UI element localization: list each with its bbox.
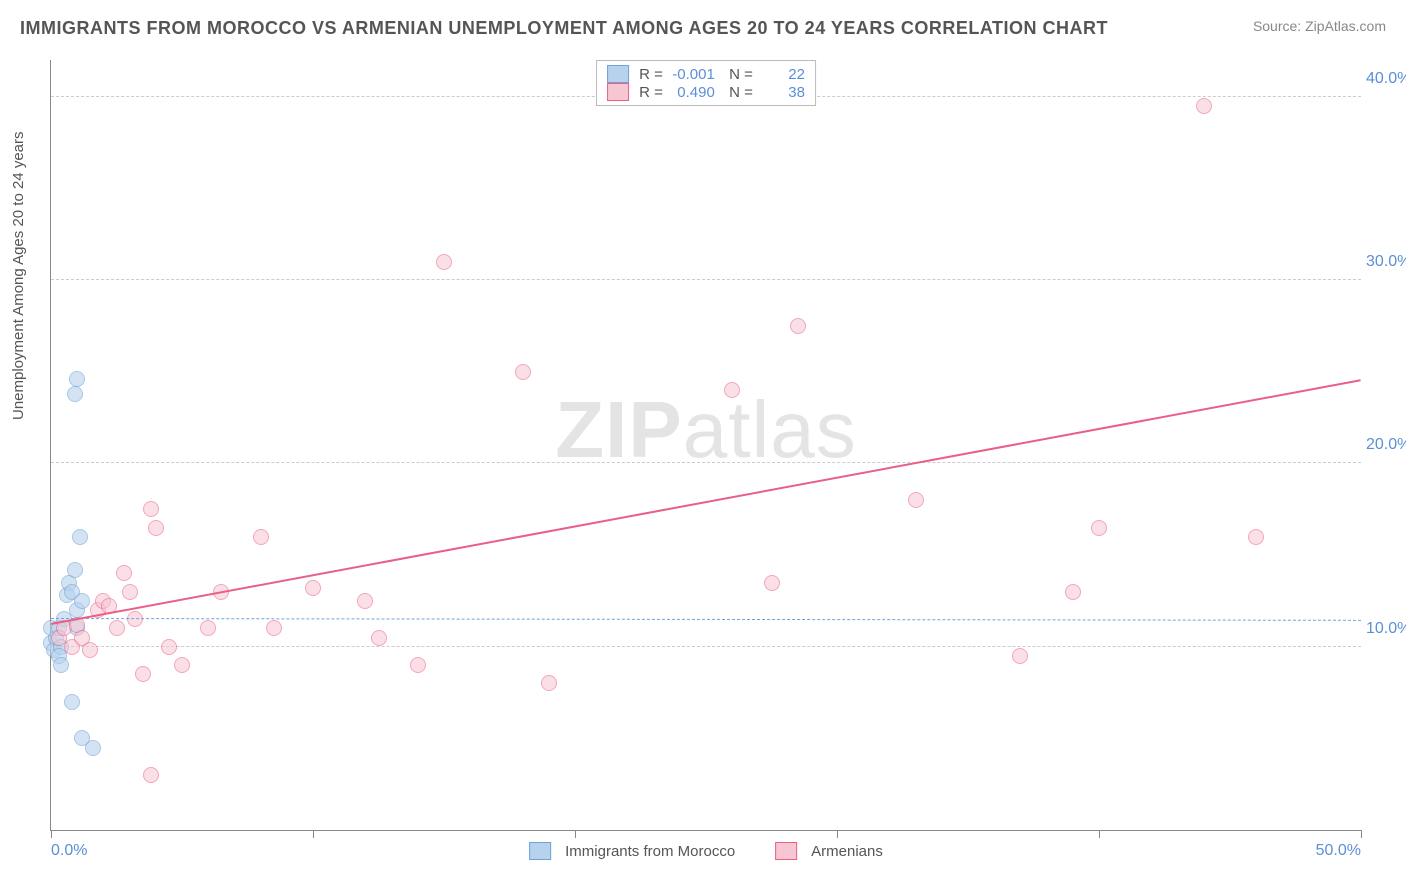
marker-morocco — [72, 529, 88, 545]
marker-morocco — [85, 740, 101, 756]
legend-correlation: R = -0.001 N = 22 R = 0.490 N = 38 — [596, 60, 816, 106]
marker-armenians — [305, 580, 321, 596]
gridline-h — [51, 462, 1361, 463]
x-tick — [837, 830, 838, 838]
marker-armenians — [1248, 529, 1264, 545]
marker-armenians — [174, 657, 190, 673]
y-tick-label: 20.0% — [1366, 436, 1406, 454]
source-label: Source: ZipAtlas.com — [1253, 18, 1386, 34]
series-label-armenians: Armenians — [811, 843, 883, 860]
chart-title: IMMIGRANTS FROM MOROCCO VS ARMENIAN UNEM… — [20, 18, 1108, 39]
marker-armenians — [143, 501, 159, 517]
watermark-zip: ZIP — [555, 385, 682, 474]
marker-armenians — [1091, 520, 1107, 536]
marker-armenians — [724, 382, 740, 398]
r-value-morocco: -0.001 — [669, 66, 715, 83]
n-label: N = — [721, 84, 753, 101]
marker-morocco — [69, 371, 85, 387]
marker-armenians — [161, 639, 177, 655]
marker-armenians — [127, 611, 143, 627]
marker-morocco — [53, 657, 69, 673]
marker-morocco — [74, 593, 90, 609]
marker-armenians — [371, 630, 387, 646]
marker-armenians — [436, 254, 452, 270]
watermark-atlas: atlas — [683, 385, 857, 474]
marker-armenians — [266, 620, 282, 636]
marker-armenians — [790, 318, 806, 334]
x-tick — [575, 830, 576, 838]
marker-armenians — [1196, 98, 1212, 114]
swatch-morocco — [607, 65, 629, 83]
marker-armenians — [410, 657, 426, 673]
x-tick — [313, 830, 314, 838]
marker-armenians — [109, 620, 125, 636]
y-tick-label: 30.0% — [1366, 253, 1406, 271]
marker-armenians — [357, 593, 373, 609]
y-tick-label: 10.0% — [1366, 620, 1406, 638]
marker-armenians — [200, 620, 216, 636]
r-label: R = — [639, 84, 663, 101]
marker-armenians — [908, 492, 924, 508]
marker-armenians — [541, 675, 557, 691]
y-tick-label: 40.0% — [1366, 70, 1406, 88]
marker-morocco — [67, 386, 83, 402]
marker-armenians — [1065, 584, 1081, 600]
n-value-armenians: 38 — [759, 84, 805, 101]
marker-armenians — [764, 575, 780, 591]
trend-line-morocco — [51, 618, 1361, 621]
x-tick-label: 0.0% — [51, 842, 87, 860]
marker-armenians — [122, 584, 138, 600]
x-tick — [51, 830, 52, 838]
swatch-armenians — [775, 842, 797, 860]
marker-armenians — [1012, 648, 1028, 664]
marker-armenians — [116, 565, 132, 581]
legend-row-morocco: R = -0.001 N = 22 — [607, 65, 805, 83]
r-label: R = — [639, 66, 663, 83]
y-axis-title: Unemployment Among Ages 20 to 24 years — [10, 131, 27, 420]
gridline-h — [51, 646, 1361, 647]
r-value-armenians: 0.490 — [669, 84, 715, 101]
marker-armenians — [253, 529, 269, 545]
marker-armenians — [143, 767, 159, 783]
swatch-armenians — [607, 83, 629, 101]
marker-morocco — [67, 562, 83, 578]
swatch-morocco — [529, 842, 551, 860]
marker-armenians — [515, 364, 531, 380]
marker-armenians — [82, 642, 98, 658]
gridline-h — [51, 279, 1361, 280]
plot-area: ZIPatlas R = -0.001 N = 22 R = 0.490 N =… — [50, 60, 1361, 831]
marker-armenians — [135, 666, 151, 682]
x-tick — [1099, 830, 1100, 838]
x-tick — [1361, 830, 1362, 838]
marker-morocco — [64, 694, 80, 710]
legend-row-armenians: R = 0.490 N = 38 — [607, 83, 805, 101]
n-label: N = — [721, 66, 753, 83]
trend-line-armenians — [51, 379, 1361, 625]
marker-armenians — [148, 520, 164, 536]
series-label-morocco: Immigrants from Morocco — [565, 843, 735, 860]
x-tick-label: 50.0% — [1316, 842, 1361, 860]
n-value-morocco: 22 — [759, 66, 805, 83]
legend-series: Immigrants from Morocco Armenians — [529, 842, 883, 860]
